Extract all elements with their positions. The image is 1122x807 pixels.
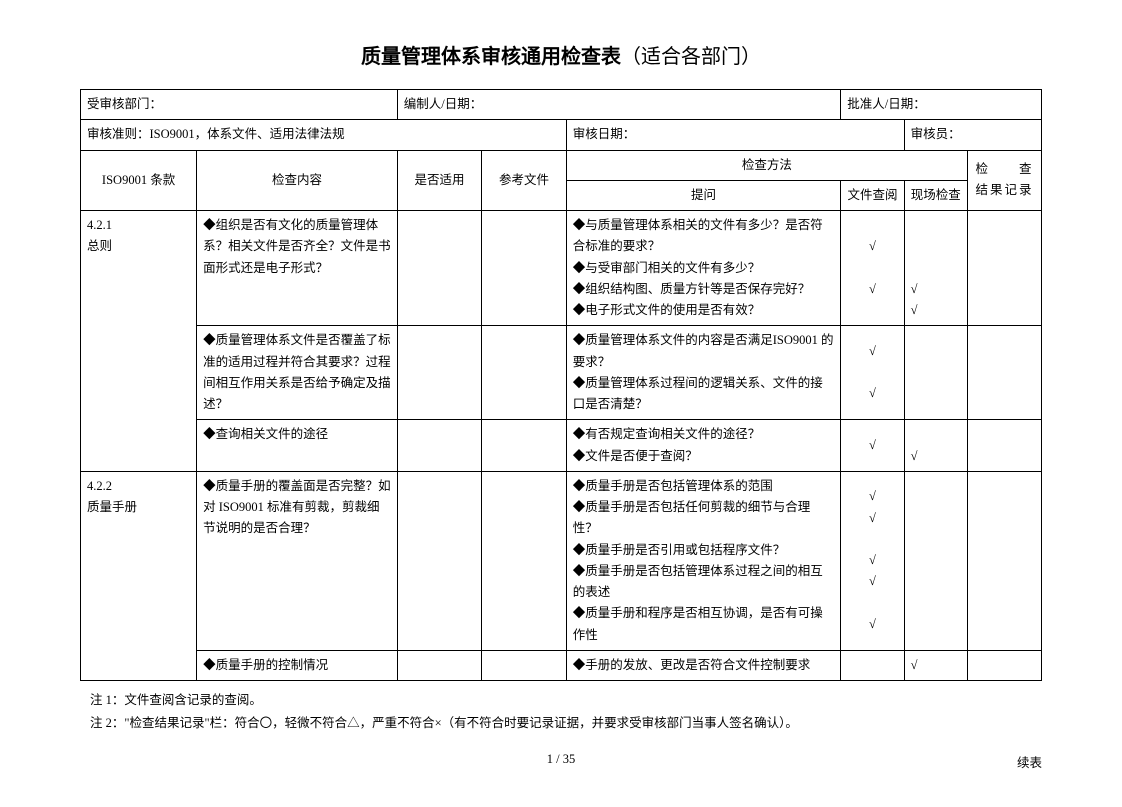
doc-cell: √ √ √ √ √ (841, 471, 904, 650)
col-content: 检查内容 (197, 150, 398, 211)
doc-cell: √ √ (841, 326, 904, 420)
content-cell: ◆组织是否有文化的质量管理体系？相关文件是否齐全？文件是书面形式还是电子形式？ (197, 211, 398, 326)
page-title: 质量管理体系审核通用检查表（适合各部门） (80, 40, 1042, 69)
question-cell: ◆有否规定查询相关文件的途径？ ◆文件是否便于查阅？ (566, 420, 841, 472)
clause-cell: 4.2.1 总则 (81, 211, 197, 472)
content-cell: ◆质量管理体系文件是否覆盖了标准的适用过程并符合其要求？过程间相互作用关系是否给… (197, 326, 398, 420)
content-cell: ◆质量手册的覆盖面是否完整？如对 ISO9001 标准有剪裁，剪裁细节说明的是否… (197, 471, 398, 650)
applicable-cell (397, 650, 481, 680)
content-cell: ◆质量手册的控制情况 (197, 650, 398, 680)
site-cell: √ (904, 420, 967, 472)
ref-cell (482, 650, 566, 680)
result-cell (967, 420, 1041, 472)
applicable-cell (397, 326, 481, 420)
table-row: ◆质量管理体系文件是否覆盖了标准的适用过程并符合其要求？过程间相互作用关系是否给… (81, 326, 1042, 420)
ref-cell (482, 471, 566, 650)
ref-cell (482, 326, 566, 420)
col-method: 检查方法 (566, 150, 967, 180)
notes: 注 1：文件查阅含记录的查阅。 注 2："检查结果记录"栏：符合〇，轻微不符合△… (80, 689, 1042, 734)
result-cell (967, 326, 1041, 420)
applicable-cell (397, 211, 481, 326)
doc-cell: √ √ (841, 211, 904, 326)
auditor-label: 审核员： (904, 120, 1041, 150)
continue-label: 续表 (1017, 752, 1042, 771)
result-cell (967, 650, 1041, 680)
applicable-cell (397, 471, 481, 650)
table-row: ◆质量手册的控制情况 ◆手册的发放、更改是否符合文件控制要求 √ (81, 650, 1042, 680)
approver-label: 批准人/日期： (841, 90, 1042, 120)
site-cell: √ (904, 650, 967, 680)
audit-date-label: 审核日期： (566, 120, 904, 150)
table-row: ◆查询相关文件的途径 ◆有否规定查询相关文件的途径？ ◆文件是否便于查阅？ √ … (81, 420, 1042, 472)
col-result: 检 查结果记录 (967, 150, 1041, 211)
col-site: 现场检查 (904, 180, 967, 210)
title-main: 质量管理体系审核通用检查表 (361, 46, 621, 68)
applicable-cell (397, 420, 481, 472)
col-clause: ISO9001 条款 (81, 150, 197, 211)
site-cell (904, 471, 967, 650)
content-cell: ◆查询相关文件的途径 (197, 420, 398, 472)
question-cell: ◆与质量管理体系相关的文件有多少？是否符合标准的要求？ ◆与受审部门相关的文件有… (566, 211, 841, 326)
table-row: 4.2.2 质量手册 ◆质量手册的覆盖面是否完整？如对 ISO9001 标准有剪… (81, 471, 1042, 650)
question-cell: ◆手册的发放、更改是否符合文件控制要求 (566, 650, 841, 680)
doc-cell (841, 650, 904, 680)
site-cell: √ √ (904, 211, 967, 326)
checklist-table: 受审核部门： 编制人/日期： 批准人/日期： 审核准则：ISO9001，体系文件… (80, 89, 1042, 681)
clause-cell: 4.2.2 质量手册 (81, 471, 197, 680)
ref-cell (482, 211, 566, 326)
header-row-1: 受审核部门： 编制人/日期： 批准人/日期： (81, 90, 1042, 120)
preparer-label: 编制人/日期： (397, 90, 841, 120)
title-sub: （适合各部门） (621, 46, 761, 68)
criteria-label: 审核准则：ISO9001，体系文件、适用法律法规 (81, 120, 567, 150)
col-ref: 参考文件 (482, 150, 566, 211)
dept-label: 受审核部门： (81, 90, 398, 120)
note-1: 注 1：文件查阅含记录的查阅。 (90, 689, 1042, 712)
table-row: 4.2.1 总则 ◆组织是否有文化的质量管理体系？相关文件是否齐全？文件是书面形… (81, 211, 1042, 326)
column-header-row: ISO9001 条款 检查内容 是否适用 参考文件 检查方法 检 查结果记录 (81, 150, 1042, 180)
question-cell: ◆质量手册是否包括管理体系的范围 ◆质量手册是否包括任何剪裁的细节与合理性？ ◆… (566, 471, 841, 650)
col-question: 提问 (566, 180, 841, 210)
question-cell: ◆质量管理体系文件的内容是否满足ISO9001 的要求？ ◆质量管理体系过程间的… (566, 326, 841, 420)
doc-cell: √ (841, 420, 904, 472)
page-number: 1 / 35 (80, 752, 1042, 767)
result-cell (967, 471, 1041, 650)
header-row-2: 审核准则：ISO9001，体系文件、适用法律法规 审核日期： 审核员： (81, 120, 1042, 150)
footer: 1 / 35 续表 (80, 752, 1042, 767)
ref-cell (482, 420, 566, 472)
col-applicable: 是否适用 (397, 150, 481, 211)
col-doc: 文件查阅 (841, 180, 904, 210)
site-cell (904, 326, 967, 420)
note-2: 注 2："检查结果记录"栏：符合〇，轻微不符合△，严重不符合×（有不符合时要记录… (90, 712, 1042, 735)
result-cell (967, 211, 1041, 326)
